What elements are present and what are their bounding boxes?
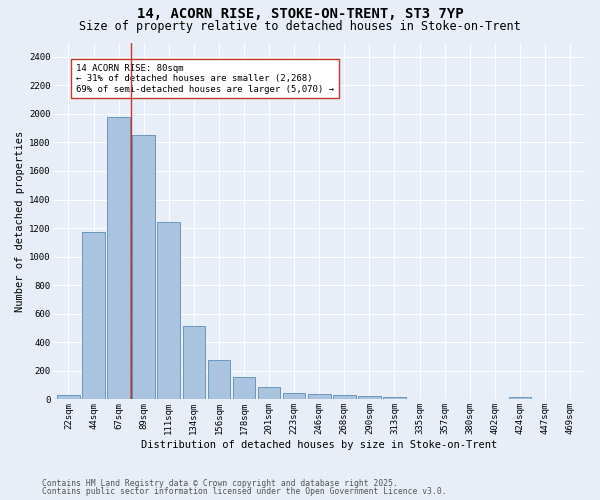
Text: 14 ACORN RISE: 80sqm
← 31% of detached houses are smaller (2,268)
69% of semi-de: 14 ACORN RISE: 80sqm ← 31% of detached h… [76,64,334,94]
Y-axis label: Number of detached properties: Number of detached properties [15,130,25,312]
Text: 14, ACORN RISE, STOKE-ON-TRENT, ST3 7YP: 14, ACORN RISE, STOKE-ON-TRENT, ST3 7YP [137,8,463,22]
Bar [408,398,431,400]
Bar [133,134,155,400]
Bar [358,396,380,400]
Bar [157,222,180,400]
Bar [258,386,280,400]
Text: Size of property relative to detached houses in Stoke-on-Trent: Size of property relative to detached ho… [79,20,521,33]
Bar [333,395,356,400]
Bar [383,398,406,400]
Text: Contains HM Land Registry data © Crown copyright and database right 2025.: Contains HM Land Registry data © Crown c… [42,478,398,488]
Bar [82,232,105,400]
Bar [182,326,205,400]
Bar [283,392,305,400]
Text: Contains public sector information licensed under the Open Government Licence v3: Contains public sector information licen… [42,487,446,496]
Bar [509,396,531,400]
Bar [107,116,130,400]
Bar [208,360,230,400]
Bar [57,396,80,400]
Bar [233,378,255,400]
Bar [308,394,331,400]
X-axis label: Distribution of detached houses by size in Stoke-on-Trent: Distribution of detached houses by size … [141,440,497,450]
